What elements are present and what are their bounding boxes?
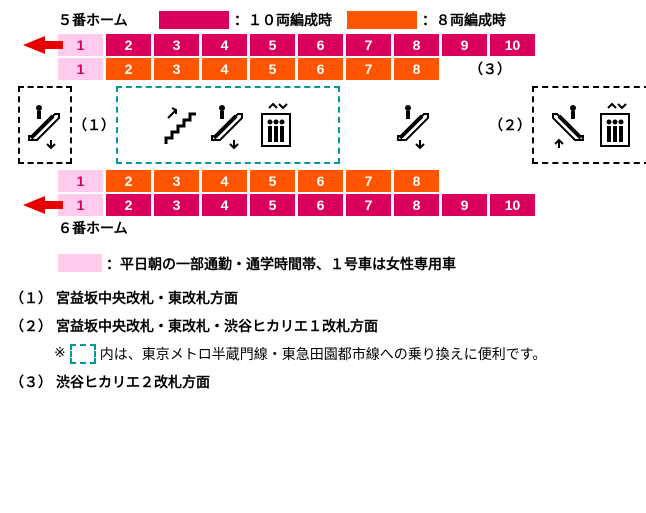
car-cell: 8: [394, 170, 442, 192]
car-cell: 9: [442, 194, 490, 216]
platform6-8car-row: 12345678: [10, 170, 646, 192]
car-cell: 6: [298, 34, 346, 56]
car-cell: 3: [154, 170, 202, 192]
legend-swatch-10car: [158, 10, 230, 30]
note-1-label: （１）: [10, 288, 52, 308]
car-cell: 1: [58, 58, 106, 80]
car-strip: 12345678910: [58, 34, 538, 56]
elevator-icon: [595, 100, 635, 150]
car-cell: 3: [154, 34, 202, 56]
facility-row: （１） （２）: [10, 86, 646, 164]
car-cell: 8: [394, 194, 442, 216]
teal-box-icon: [70, 344, 96, 364]
top-legend-row: ５番ホーム ：１０両編成時 ：８両編成時: [10, 10, 646, 30]
escalator-down-icon: [25, 100, 65, 150]
facility-box-1: [18, 86, 72, 164]
platform5-label: ５番ホーム: [58, 10, 148, 30]
note-2-sub: ※ 内は、東京メトロ半蔵門線・東急田園都市線への乗り換えに便利です。: [54, 344, 646, 364]
car-cell: 3: [154, 58, 202, 80]
note-1: （１） 宮益坂中央改札・東改札方面: [10, 288, 646, 308]
legend-swatch-8car: [346, 10, 418, 30]
escalator-down-icon: [208, 100, 248, 150]
car-cell: 6: [298, 194, 346, 216]
escalator-middle: [340, 86, 488, 164]
car-cell: 6: [298, 170, 346, 192]
car-cell: 8: [394, 34, 442, 56]
facility-box-teal: [116, 86, 340, 164]
car-strip: 12345678910: [58, 194, 538, 216]
car-cell: 2: [106, 34, 154, 56]
car-cell: 2: [106, 170, 154, 192]
note-3: （３） 渋谷ヒカリエ２改札方面: [10, 372, 646, 392]
car-cell: 1: [58, 34, 106, 56]
car-cell: 3: [154, 194, 202, 216]
car-cell: 6: [298, 58, 346, 80]
platform6-label: ６番ホーム: [58, 218, 646, 238]
pink-swatch: [58, 254, 102, 272]
car-cell: 4: [202, 194, 250, 216]
platform5-8car-row: 12345678 （３）: [10, 58, 646, 80]
legend-label-10car: ：１０両編成時: [234, 10, 332, 30]
platform5-10car-row: 12345678910: [10, 34, 646, 56]
car-cell: 4: [202, 58, 250, 80]
car-strip: 12345678: [58, 170, 442, 192]
note-2-label: （２）: [10, 316, 52, 336]
note-2-sub-prefix: ※: [54, 344, 66, 361]
car-cell: 10: [490, 194, 538, 216]
note-2: （２） 宮益坂中央改札・東改札・渋谷ヒカリエ１改札方面: [10, 316, 646, 336]
facility-box-2: [532, 86, 646, 164]
car-cell: 4: [202, 34, 250, 56]
car-strip: 12345678: [58, 58, 442, 80]
note-2-text: 宮益坂中央改札・東改札・渋谷ヒカリエ１改札方面: [56, 316, 378, 336]
car-cell: 2: [106, 194, 154, 216]
car-cell: 1: [58, 194, 106, 216]
car-cell: 5: [250, 170, 298, 192]
note-1-text: 宮益坂中央改札・東改札方面: [56, 288, 238, 308]
legend-pink-text: ：平日朝の一部通勤・通学時間帯、１号車は女性専用車: [106, 254, 456, 274]
escalator-down-icon: [394, 100, 434, 150]
car-cell: 5: [250, 58, 298, 80]
car-cell: 8: [394, 58, 442, 80]
paren-3-label: （３）: [442, 59, 538, 79]
escalator-up-icon: [547, 100, 587, 150]
car-cell: 7: [346, 170, 394, 192]
note-2-sub-text: 内は、東京メトロ半蔵門線・東急田園都市線への乗り換えに便利です。: [100, 344, 547, 364]
car-cell: 9: [442, 34, 490, 56]
direction-arrow: [10, 36, 58, 54]
car-cell: 4: [202, 170, 250, 192]
legend-label-8car: ：８両編成時: [422, 10, 506, 30]
car-cell: 7: [346, 58, 394, 80]
car-cell: 5: [250, 34, 298, 56]
car-cell: 5: [250, 194, 298, 216]
paren-1-label: （１）: [72, 86, 116, 164]
stairs-up-icon: [160, 100, 200, 150]
car-cell: 10: [490, 34, 538, 56]
note-3-text: 渋谷ヒカリエ２改札方面: [56, 372, 210, 392]
car-cell: 7: [346, 34, 394, 56]
paren-2-label: （２）: [488, 86, 532, 164]
direction-arrow: [10, 196, 58, 214]
note-3-label: （３）: [10, 372, 52, 392]
car-cell: 1: [58, 170, 106, 192]
legend-pink-row: ：平日朝の一部通勤・通学時間帯、１号車は女性専用車: [10, 254, 646, 274]
car-cell: 2: [106, 58, 154, 80]
platform6-10car-row: 12345678910: [10, 194, 646, 216]
elevator-icon: [256, 100, 296, 150]
car-cell: 7: [346, 194, 394, 216]
